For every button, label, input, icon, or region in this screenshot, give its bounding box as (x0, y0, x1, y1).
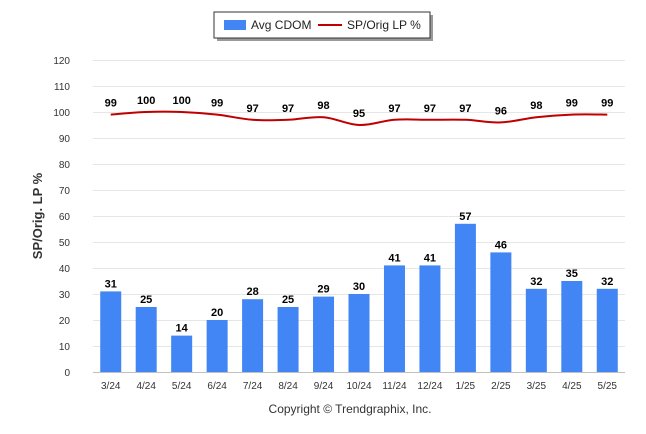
bar-data-label: 20 (211, 307, 223, 319)
line-data-label: 95 (353, 108, 365, 120)
y-axis-ticks: 0 10 20 30 40 50 60 70 80 90 100 110 120 (53, 56, 70, 379)
line-data-label: 99 (566, 98, 578, 110)
line-data-label: 99 (105, 98, 117, 110)
line-data-label: 97 (388, 103, 400, 115)
x-tick-label: 8/24 (278, 381, 298, 392)
bar-data-label: 29 (317, 284, 329, 296)
bar-data-label: 28 (246, 286, 258, 298)
line-data-label: 97 (246, 103, 258, 115)
y-tick-label: 90 (59, 134, 71, 145)
bar-data-label: 31 (105, 278, 117, 290)
credit-text: Copyright © Trendgraphix, Inc. (269, 402, 432, 416)
bar-data-label: 35 (566, 268, 578, 280)
bar-data-label: 41 (424, 252, 436, 264)
x-tick-label: 4/25 (562, 381, 582, 392)
bar[interactable] (348, 294, 370, 372)
line-data-label: 97 (459, 103, 471, 115)
line-data-label: 96 (495, 105, 507, 117)
line-data-label: 98 (530, 100, 542, 112)
line-data-label: 100 (172, 95, 190, 107)
bar[interactable] (206, 320, 228, 372)
bar-data-label: 25 (282, 294, 294, 306)
y-tick-label: 50 (59, 238, 71, 249)
x-tick-label: 3/24 (101, 381, 121, 392)
y-axis-title: SP/Orig. LP % (30, 172, 45, 259)
line-data-label: 98 (317, 100, 329, 112)
x-tick-label: 7/24 (243, 381, 263, 392)
bar[interactable] (135, 307, 157, 372)
bar-data-label: 46 (495, 239, 507, 251)
bar[interactable] (171, 335, 193, 372)
bar-data-label: 32 (601, 276, 613, 288)
legend-swatch-bar (224, 20, 246, 30)
line-path[interactable] (110, 110, 608, 127)
line-data-label: 100 (137, 95, 155, 107)
line-series (110, 110, 608, 127)
x-tick-label: 5/24 (172, 381, 192, 392)
bar[interactable] (561, 281, 583, 372)
bar[interactable] (383, 265, 405, 372)
y-tick-label: 60 (59, 212, 71, 223)
line-data-label: 97 (282, 103, 294, 115)
y-tick-label: 30 (59, 290, 71, 301)
bar[interactable] (596, 288, 618, 372)
bar-data-label: 30 (353, 281, 365, 293)
bar[interactable] (525, 288, 547, 372)
y-tick-label: 70 (59, 186, 71, 197)
line-data-label: 99 (211, 98, 223, 110)
y-tick-label: 80 (59, 160, 71, 171)
y-tick-label: 120 (53, 56, 70, 67)
bar[interactable] (454, 223, 476, 372)
x-tick-label: 12/24 (417, 381, 442, 392)
y-tick-label: 0 (64, 368, 70, 379)
bar[interactable] (242, 299, 264, 372)
bar-data-label: 25 (140, 294, 152, 306)
x-tick-label: 5/25 (598, 381, 618, 392)
bar-data-label: 14 (176, 323, 189, 335)
data-labels: 31 25 14 20 28 25 29 30 41 41 57 46 32 35 32 99 100 100 99… (105, 95, 614, 335)
x-tick-label: 9/24 (314, 381, 334, 392)
bar-data-label: 41 (388, 252, 400, 264)
y-tick-label: 100 (53, 108, 70, 119)
bar[interactable] (490, 252, 512, 372)
bar-series (100, 223, 618, 372)
x-tick-label: 10/24 (346, 381, 371, 392)
legend-label-line: SP/Orig LP % (347, 18, 421, 32)
y-tick-label: 20 (59, 316, 71, 327)
y-tick-label: 10 (59, 342, 71, 353)
x-tick-label: 1/25 (456, 381, 476, 392)
bar[interactable] (313, 296, 335, 372)
line-data-label: 97 (424, 103, 436, 115)
legend-label-bar: Avg CDOM (251, 18, 311, 32)
bar[interactable] (277, 307, 299, 372)
bar[interactable] (419, 265, 441, 372)
line-data-label: 99 (601, 98, 613, 110)
y-tick-label: 110 (54, 82, 70, 93)
x-tick-label: 2/25 (491, 381, 511, 392)
x-tick-label: 4/24 (136, 381, 156, 392)
bar-data-label: 32 (530, 276, 542, 288)
x-axis-ticks: 3/24 4/24 5/24 6/24 7/24 8/24 9/24 10/24 11/24 12… (101, 381, 617, 392)
x-tick-label: 6/24 (207, 381, 227, 392)
x-tick-label: 3/25 (527, 381, 547, 392)
x-tick-label: 11/24 (382, 381, 407, 392)
bar[interactable] (100, 291, 122, 372)
y-tick-label: 40 (59, 264, 71, 275)
legend: Avg CDOM SP/Orig LP % (213, 11, 433, 41)
bar-data-label: 57 (459, 211, 471, 223)
